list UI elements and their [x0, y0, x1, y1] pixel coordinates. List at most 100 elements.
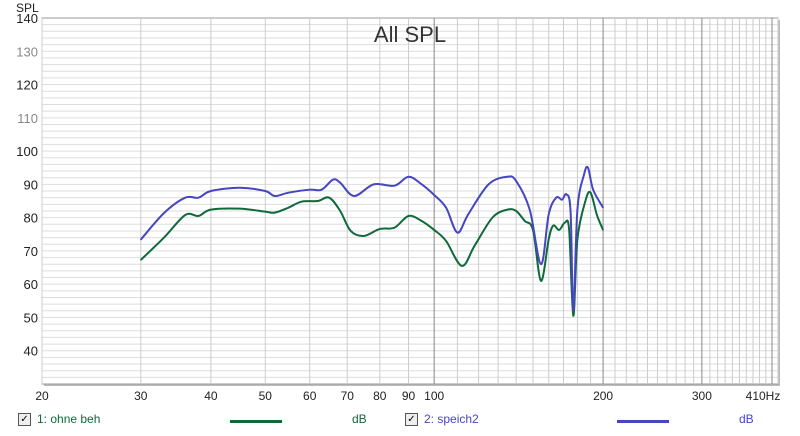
data-point — [274, 212, 276, 214]
data-point — [433, 229, 435, 231]
data-point — [197, 197, 200, 199]
x-tick-label: 40 — [204, 389, 218, 403]
legend-label-2: 2: speich2 — [424, 412, 479, 426]
data-point — [339, 210, 341, 212]
data-point — [353, 195, 355, 197]
data-point — [540, 263, 542, 265]
y-tick-label: 100 — [16, 144, 38, 159]
data-point — [363, 235, 365, 237]
x-tick-label: 50 — [259, 389, 273, 403]
data-point — [602, 207, 604, 209]
plot-background — [41, 17, 779, 385]
legend-item-1[interactable]: ✓ 1: ohne beh — [18, 412, 100, 426]
data-point — [309, 189, 311, 191]
data-point — [552, 225, 554, 227]
data-point — [317, 200, 319, 202]
y-tick-label: 120 — [16, 78, 38, 93]
data-point — [564, 222, 566, 224]
data-point — [561, 199, 563, 201]
data-point — [487, 183, 490, 185]
y-tick-label: 80 — [24, 211, 38, 226]
data-point — [445, 240, 447, 242]
y-tick-label: 40 — [24, 344, 38, 359]
data-point — [558, 229, 560, 231]
data-point — [163, 237, 165, 239]
data-point — [239, 208, 241, 210]
data-point — [506, 176, 508, 178]
data-point — [589, 192, 592, 194]
data-point — [393, 185, 396, 187]
data-point — [569, 210, 572, 212]
y-tick-label: 110 — [17, 111, 38, 126]
data-point — [264, 190, 266, 192]
data-point — [592, 189, 594, 191]
x-tick-label: 60 — [303, 389, 317, 403]
data-point — [576, 238, 579, 240]
legend-item-2[interactable]: ✓ 2: speich2 — [405, 412, 479, 426]
data-point — [583, 173, 585, 175]
y-tick-label: 90 — [24, 177, 38, 192]
data-point — [300, 201, 303, 203]
legend-unit-2: dB — [739, 412, 754, 426]
x-tick-label: 80 — [373, 389, 387, 403]
y-axis-label: SPL — [16, 1, 39, 15]
data-point — [421, 183, 423, 185]
data-point — [163, 212, 165, 214]
data-point — [287, 207, 290, 209]
data-point — [456, 232, 459, 234]
data-point — [287, 192, 290, 194]
data-point — [328, 197, 330, 199]
data-point — [210, 209, 212, 211]
x-tick-label: 100 — [424, 389, 444, 403]
data-point — [506, 209, 508, 211]
x-tick-label: 300 — [692, 389, 712, 403]
data-point — [264, 211, 266, 213]
y-tick-label: 60 — [24, 277, 38, 292]
data-point — [184, 197, 186, 199]
data-point — [274, 195, 276, 197]
data-point — [339, 182, 341, 184]
data-point — [332, 179, 334, 181]
data-point — [320, 189, 323, 191]
data-point — [548, 213, 550, 215]
data-point — [373, 183, 375, 185]
data-point — [393, 227, 396, 229]
data-point — [584, 200, 586, 202]
data-point — [576, 209, 579, 211]
y-tick-label: 70 — [24, 244, 38, 259]
x-tick-label: 30 — [134, 389, 148, 403]
data-point — [445, 207, 447, 209]
data-point — [184, 214, 186, 216]
data-point — [210, 190, 212, 192]
x-tick-label: 200 — [593, 389, 613, 403]
x-tick-label: 90 — [402, 389, 416, 403]
checkbox-series-2[interactable]: ✓ — [405, 412, 418, 426]
chart-title: All SPL — [374, 22, 446, 47]
data-point — [407, 215, 410, 217]
y-tick-label: 50 — [24, 310, 38, 325]
data-point — [572, 310, 574, 312]
data-point — [140, 238, 142, 241]
series-line-1 — [140, 190, 605, 317]
x-tick-label: 20 — [35, 389, 49, 403]
data-point — [239, 187, 241, 189]
y-tick-label: 140 — [16, 11, 38, 26]
data-point — [524, 220, 526, 222]
data-point — [568, 229, 570, 231]
data-point — [140, 259, 142, 261]
data-point — [491, 217, 494, 219]
legend-swatch-1 — [230, 420, 282, 423]
x-tick-label: 410Hz — [746, 389, 781, 403]
data-point — [473, 245, 476, 247]
data-point — [587, 167, 589, 169]
legend-unit-1: dB — [352, 412, 367, 426]
data-point — [515, 210, 517, 212]
checkbox-series-1[interactable]: ✓ — [18, 412, 31, 426]
data-point — [540, 280, 542, 282]
data-point — [565, 193, 567, 195]
data-point — [421, 220, 423, 222]
data-point — [515, 180, 517, 182]
data-point — [529, 209, 531, 211]
